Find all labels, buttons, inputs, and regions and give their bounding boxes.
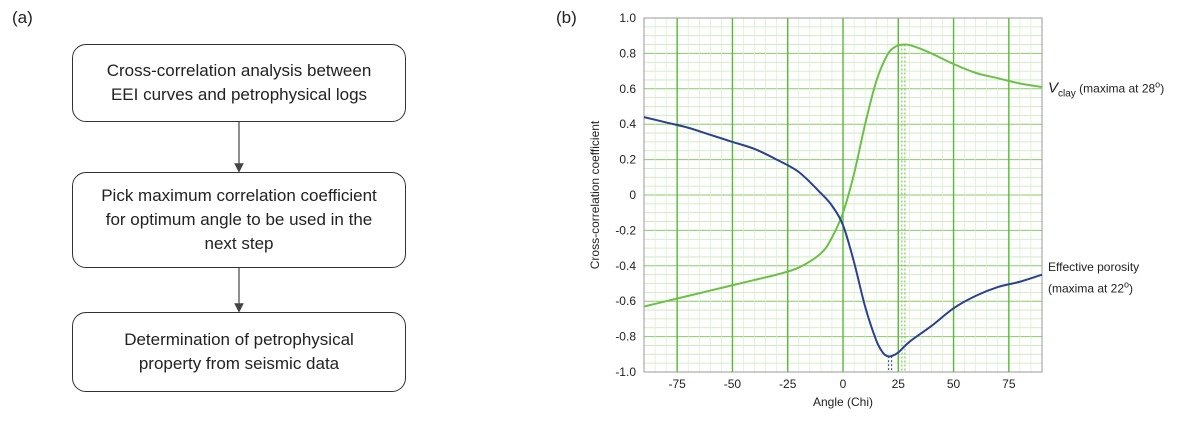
porosity-label-sup: o bbox=[1124, 279, 1129, 289]
porosity-series-label-line2: (maxima at 22o) bbox=[1048, 279, 1133, 295]
y-tick-label: -0.6 bbox=[615, 294, 636, 308]
x-tick-label: 50 bbox=[947, 377, 961, 391]
chart-grid bbox=[643, 17, 1043, 373]
panel-a-label: (a) bbox=[12, 8, 33, 27]
flow-box-3-line-2: property from seismic data bbox=[138, 354, 340, 373]
y-tick-label: 0.8 bbox=[619, 46, 636, 60]
y-tick-label: -0.8 bbox=[615, 330, 636, 344]
flow-box-cross-correlation: Cross-correlation analysis between EEI c… bbox=[72, 44, 406, 122]
panel-b-label: (b) bbox=[556, 8, 577, 27]
y-tick-label: -0.4 bbox=[615, 259, 636, 273]
flow-box-determination: Determination of petrophysical property … bbox=[72, 312, 406, 392]
flow-box-1-line-2: EEI curves and petrophysical logs bbox=[110, 85, 368, 104]
vclay-series-line bbox=[643, 43, 1043, 308]
flow-box-pick-maximum: Pick maximum correlation coefficient for… bbox=[72, 172, 406, 268]
flow-box-3-line-1: Determination of petrophysical bbox=[124, 330, 354, 349]
series-layer bbox=[643, 43, 1043, 372]
vclay-label-end: ) bbox=[1160, 81, 1164, 95]
flow-box-2-line-1: Pick maximum correlation coefficient bbox=[101, 186, 377, 205]
porosity-label-end: ) bbox=[1129, 281, 1133, 295]
y-tick-label: -0.2 bbox=[615, 223, 636, 237]
vclay-label-sub: clay bbox=[1058, 88, 1076, 99]
effective-porosity-series-line bbox=[643, 116, 1043, 358]
y-tick-label: 1.0 bbox=[619, 11, 636, 25]
plot-frame bbox=[643, 17, 1043, 373]
y-tick-label: 0.2 bbox=[619, 153, 636, 167]
flow-box-2-line-3: next step bbox=[204, 234, 274, 253]
x-tick-label: -50 bbox=[724, 377, 742, 391]
vclay-label-sup: o bbox=[1155, 79, 1160, 89]
flow-box-2-line-2: for optimum angle to be used in the bbox=[105, 210, 373, 229]
vclay-series-label: Vclay (maxima at 28o) bbox=[1048, 79, 1164, 99]
y-axis-title: Cross-correlation coefficient bbox=[588, 120, 602, 269]
y-tick-label: 0 bbox=[629, 188, 636, 202]
y-tick-label: -1.0 bbox=[615, 365, 636, 379]
y-tick-label: 0.4 bbox=[619, 117, 636, 131]
porosity-series-label-line1: Effective porosity bbox=[1048, 260, 1139, 274]
vclay-label-main: V bbox=[1048, 79, 1060, 96]
axis-ticks: 1.0 0.8 0.6 0.4 0.2 0 -0.2 -0.4 -0.6 -0.8 -1.0 -75 -… bbox=[615, 11, 1016, 391]
vclay-label-rest: (maxima at 28 bbox=[1076, 81, 1156, 95]
x-tick-label: -75 bbox=[668, 377, 686, 391]
x-tick-label: -25 bbox=[779, 377, 797, 391]
x-tick-label: 25 bbox=[892, 377, 906, 391]
x-axis-title: Angle (Chi) bbox=[813, 395, 873, 409]
x-tick-label: 75 bbox=[1002, 377, 1016, 391]
x-tick-label: 0 bbox=[840, 377, 847, 391]
flow-box-1-line-1: Cross-correlation analysis between bbox=[106, 61, 372, 80]
porosity-label-rest: (maxima at 22 bbox=[1048, 281, 1124, 295]
y-tick-label: 0.6 bbox=[619, 82, 636, 96]
